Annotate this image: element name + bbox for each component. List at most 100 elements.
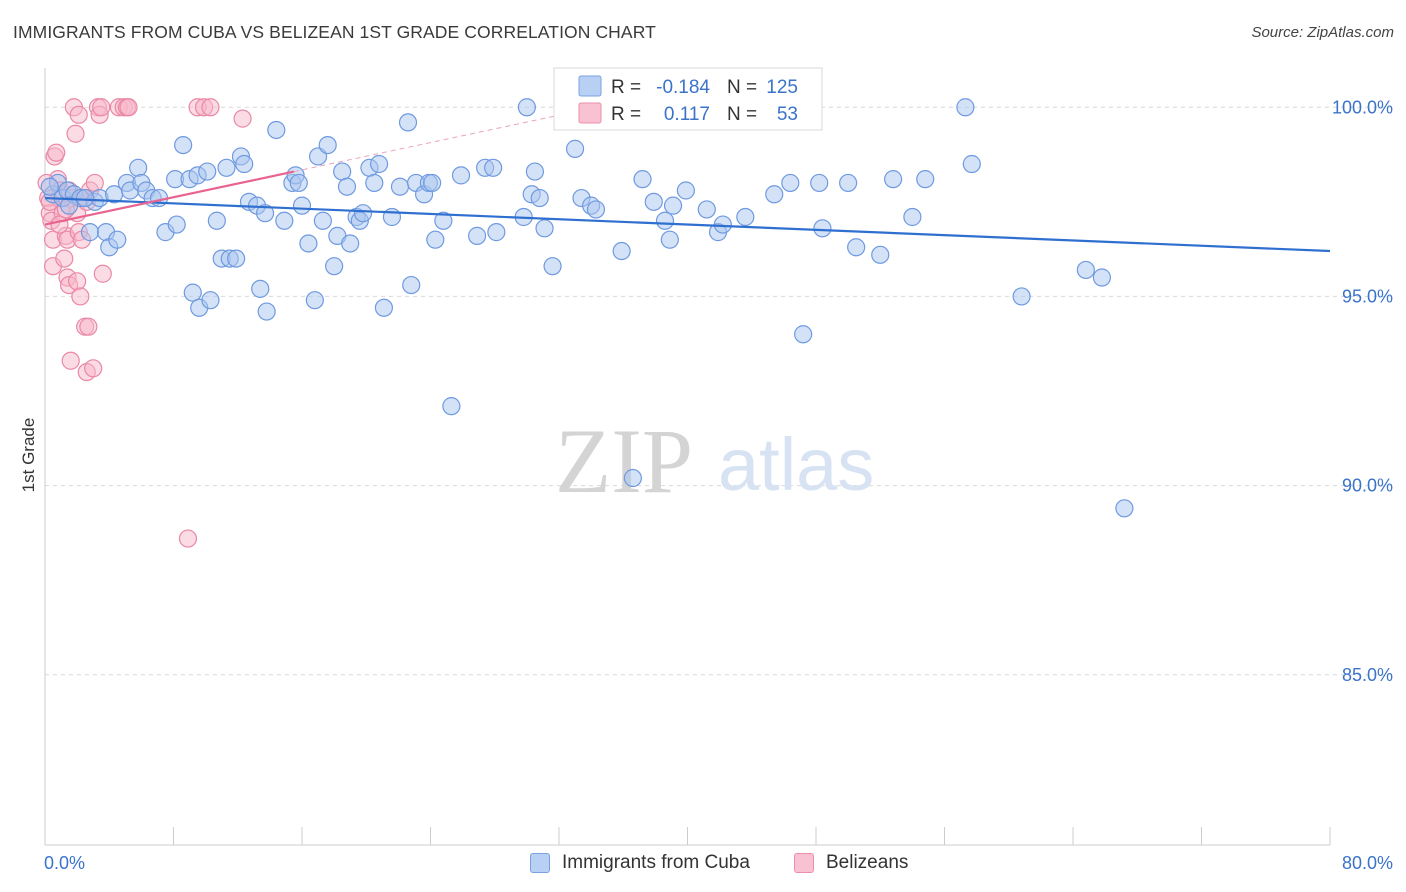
cuba-point — [644, 192, 663, 211]
legend-n-value-belizeans: 53 — [777, 104, 798, 125]
cuba-point — [80, 223, 100, 242]
cuba-point — [207, 211, 226, 230]
cuba-point — [201, 291, 220, 310]
cuba-point — [962, 154, 981, 174]
cuba-point — [313, 211, 332, 230]
cuba-point — [227, 249, 246, 268]
belizeans-trend-extension — [293, 114, 560, 173]
belizeans-point — [84, 359, 103, 378]
y-tick-label: 100.0% — [1332, 97, 1393, 117]
cuba-point — [883, 170, 903, 189]
belizeans-point — [178, 529, 198, 548]
cuba-point — [781, 173, 800, 193]
cuba-point — [289, 173, 308, 193]
cuba-point — [794, 325, 813, 344]
cuba-point — [467, 226, 487, 245]
cuba-point — [1092, 268, 1112, 287]
legend-item-cuba[interactable]: Immigrants from Cuba — [530, 852, 750, 874]
cuba-point — [217, 158, 236, 177]
cuba-point — [663, 196, 683, 215]
legend-swatch-cuba-bottom — [530, 853, 550, 873]
cuba-point — [426, 230, 445, 249]
cuba-point — [736, 207, 755, 227]
cuba-point — [713, 215, 732, 234]
cuba-point — [257, 302, 276, 321]
belizeans-point — [66, 124, 85, 143]
cuba-point — [353, 204, 373, 223]
cuba-point — [442, 397, 461, 416]
cuba-point — [765, 185, 784, 204]
watermark-zip: ZIP — [555, 410, 693, 512]
cuba-point — [365, 173, 384, 193]
belizeans-point — [233, 109, 252, 128]
cuba-point — [251, 279, 270, 298]
cuba-point — [275, 211, 294, 230]
cuba-point — [423, 173, 442, 193]
trend-lines — [44, 114, 1331, 253]
cuba-point — [903, 207, 922, 227]
cuba-point — [59, 196, 79, 215]
cuba-point — [633, 170, 652, 189]
belizeans-point — [85, 173, 104, 193]
cuba-point — [398, 113, 418, 132]
cuba-point — [370, 154, 389, 174]
cuba-point — [267, 120, 286, 140]
cuba-point — [341, 234, 360, 253]
cuba-point — [374, 298, 394, 317]
cuba-point — [333, 162, 352, 181]
legend-n-label-cuba: N = — [727, 77, 757, 98]
y-tick-labels: 85.0% 90.0% 95.0% 100.0% — [1332, 97, 1393, 684]
cuba-point — [451, 166, 471, 185]
cuba-point — [660, 230, 679, 249]
belizeans-point — [50, 215, 69, 234]
cuba-point — [255, 204, 275, 223]
belizeans-trend-line — [44, 170, 295, 226]
cuba-point — [586, 200, 606, 219]
y-tick-label: 85.0% — [1342, 665, 1393, 685]
legend-item-belizeans[interactable]: Belizeans — [794, 852, 908, 874]
legend-swatch-belizeans-bottom — [794, 853, 814, 873]
cuba-point — [847, 238, 866, 257]
y-tick-label: 90.0% — [1342, 476, 1393, 496]
belizeans-point — [47, 143, 66, 162]
source-label: Source: ZipAtlas.com — [1251, 24, 1394, 41]
cuba-point — [623, 468, 642, 488]
belizeans-point — [93, 264, 112, 283]
cuba-point — [612, 241, 631, 261]
cuba-point — [517, 98, 536, 117]
legend-r-value-belizeans: 0.117 — [664, 104, 710, 125]
cuba-point — [839, 173, 858, 193]
legend-swatch-cuba — [578, 75, 602, 97]
y-axis-label: 1st Grade — [19, 418, 38, 493]
belizeans-point — [55, 249, 74, 268]
cuba-point — [76, 188, 95, 208]
x-tick-label-min: 0.0% — [44, 853, 85, 873]
cuba-point — [292, 196, 312, 215]
cuba-point — [183, 283, 202, 302]
legend-n-value-cuba: 125 — [766, 77, 798, 98]
cuba-point — [535, 219, 554, 238]
cuba-point — [434, 211, 453, 230]
cuba-point — [1076, 260, 1095, 280]
cuba-point — [108, 230, 127, 249]
x-tick-labels: 0.0% 80.0% — [44, 853, 1393, 873]
belizeans-point — [69, 105, 88, 124]
cuba-point — [525, 162, 545, 181]
watermark: ZIP atlas — [555, 410, 874, 512]
legend-r-value-cuba: -0.184 — [656, 77, 710, 98]
cuba-point — [916, 170, 935, 189]
cuba-point — [40, 177, 59, 196]
cuba-points — [40, 98, 1134, 518]
cuba-point — [655, 211, 675, 230]
cuba-point — [402, 275, 421, 295]
belizeans-point — [61, 351, 80, 370]
cuba-point — [956, 98, 975, 117]
cuba-point — [174, 135, 193, 155]
belizeans-point — [79, 317, 98, 336]
legend-swatch-belizeans — [578, 102, 602, 124]
cuba-point — [543, 257, 562, 276]
cuba-point — [198, 162, 217, 181]
watermark-atlas: atlas — [718, 423, 874, 506]
cuba-point — [299, 234, 318, 253]
